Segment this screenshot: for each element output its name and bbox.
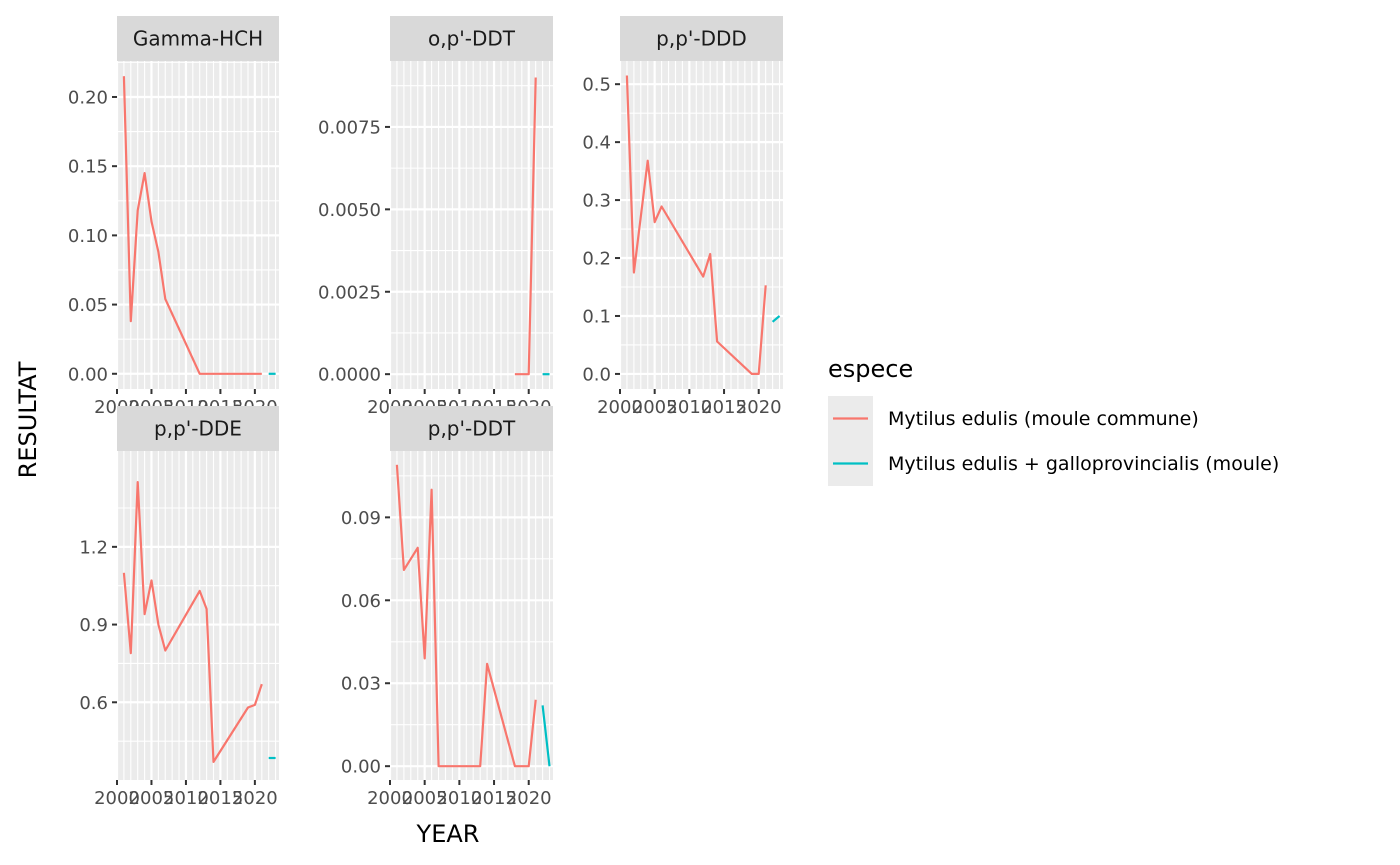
x-tick-label: 2000 xyxy=(367,788,413,809)
facet-strip xyxy=(117,406,279,451)
y-tick-label: 0.0075 xyxy=(318,117,381,138)
y-tick-label: 0.05 xyxy=(68,295,108,316)
facet-strip-label: p,p'-DDD xyxy=(656,27,747,51)
series-line-galloprovincialis xyxy=(541,705,551,767)
facet-panel: p,p'-DDT 0.00 0.03 0.06 0.09 2000200520102015… xyxy=(341,406,553,809)
x-tick-label: 2020 xyxy=(232,788,278,809)
x-tick-label: 2015 xyxy=(471,788,517,809)
panel-background xyxy=(390,61,553,389)
series-group xyxy=(122,76,276,375)
legend: espece Mytilus edulis (moule commune) My… xyxy=(828,355,1279,486)
x-tick-label: 2005 xyxy=(632,397,678,418)
x-axis-title: YEAR xyxy=(416,820,480,848)
facet-strip-label: Gamma-HCH xyxy=(133,27,263,51)
series-group xyxy=(514,77,550,376)
y-tick-label: 0.2 xyxy=(582,249,611,270)
y-tick-label: 0.3 xyxy=(582,191,611,212)
y-tick-label: 0.0025 xyxy=(318,282,381,303)
series-line-moule-commune xyxy=(122,76,262,375)
y-tick-label: 0.5 xyxy=(582,75,611,96)
facet-panel: Gamma-HCH0.000.050.100.150.2020002005201… xyxy=(68,16,279,418)
y-axis-title: RESULTAT xyxy=(14,361,42,478)
series-line-moule-commune xyxy=(514,77,537,376)
x-tick-label: 2000 xyxy=(597,397,643,418)
panel-background xyxy=(620,61,783,389)
y-tick-label: 0.00 xyxy=(341,757,381,778)
facet-strip xyxy=(117,16,279,61)
series-group xyxy=(395,464,551,768)
y-tick-label: 0.15 xyxy=(68,157,108,178)
x-tick-label: 2015 xyxy=(701,397,747,418)
panel-background xyxy=(117,451,279,780)
x-tick-label: 2000 xyxy=(94,788,140,809)
x-tick-label: 2020 xyxy=(506,788,552,809)
x-tick-label: 2005 xyxy=(129,788,175,809)
x-tick-label: 2005 xyxy=(402,788,448,809)
y-tick-label: 0.1 xyxy=(582,306,611,327)
series-group xyxy=(122,481,276,764)
y-tick-label: 0.9 xyxy=(79,615,108,636)
x-tick-label: 2010 xyxy=(436,788,482,809)
facet-panels: Gamma-HCH0.000.050.100.150.2020002005201… xyxy=(68,16,783,809)
legend-label-galloprovincialis: Mytilus edulis + galloprovincialis (moul… xyxy=(888,453,1279,475)
series-line-galloprovincialis xyxy=(771,315,781,323)
series-line-moule-commune xyxy=(625,75,767,375)
y-tick-label: 0.0 xyxy=(582,364,611,385)
y-tick-label: 0.10 xyxy=(68,226,108,247)
series-group xyxy=(625,75,781,375)
facet-strip-label: p,p'-DDT xyxy=(428,417,516,441)
facet-strip xyxy=(620,16,783,61)
y-tick-label: 0.4 xyxy=(582,133,611,154)
facet-panel: o,p'-DDT0.00000.00250.00500.007520002005… xyxy=(318,16,553,418)
y-tick-label: 1.2 xyxy=(79,537,108,558)
panel-background xyxy=(117,61,279,389)
y-tick-label: 0.0050 xyxy=(318,200,381,221)
x-tick-label: 2010 xyxy=(163,788,209,809)
y-tick-label: 0.20 xyxy=(68,87,108,108)
y-tick-label: 0.09 xyxy=(341,508,381,529)
y-tick-label: 0.06 xyxy=(341,591,381,612)
series-line-moule-commune xyxy=(395,464,537,768)
y-tick-label: 0.03 xyxy=(341,674,381,695)
series-line-moule-commune xyxy=(122,481,263,764)
facet-strip-label: o,p'-DDT xyxy=(428,27,516,51)
legend-label-moule-commune: Mytilus edulis (moule commune) xyxy=(888,408,1199,430)
y-tick-label: 0.0000 xyxy=(318,365,381,386)
x-tick-label: 2015 xyxy=(197,788,243,809)
legend-title: espece xyxy=(828,355,913,383)
facet-strip xyxy=(390,16,553,61)
facet-strip-label: p,p'-DDE xyxy=(154,417,242,441)
x-tick-label: 2010 xyxy=(666,397,712,418)
y-tick-label: 0.6 xyxy=(79,693,108,714)
facet-panel: p,p'-DDD0.00.10.20.30.40.520002005201020… xyxy=(582,16,783,418)
y-tick-label: 0.00 xyxy=(68,364,108,385)
x-tick-label: 2020 xyxy=(736,397,782,418)
facet-strip xyxy=(390,406,553,451)
